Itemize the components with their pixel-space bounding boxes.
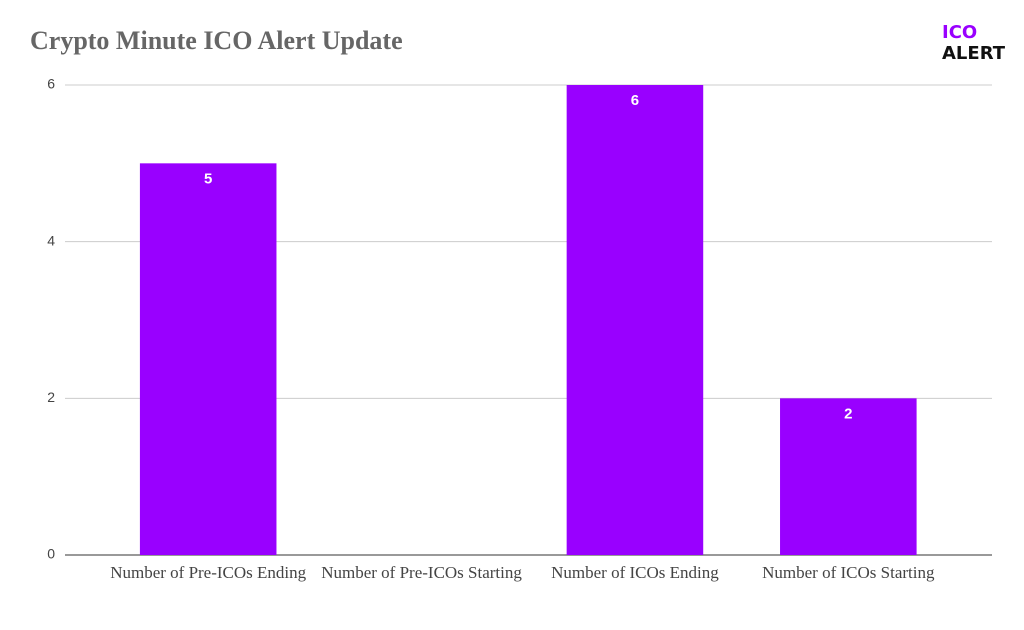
chart-title: Crypto Minute ICO Alert Update (30, 26, 403, 55)
logo-line2: ALERT (942, 43, 1006, 64)
y-tick-label: 6 (47, 76, 55, 92)
y-tick-label: 4 (47, 232, 55, 248)
data-label: 2 (844, 405, 852, 422)
bar (566, 85, 704, 555)
x-tick-label: Number of ICOs Starting (762, 563, 935, 582)
data-label: 5 (204, 170, 212, 187)
bar (780, 398, 917, 555)
logo-line1: ICO (942, 22, 977, 43)
data-label: 6 (631, 92, 639, 109)
bar (139, 163, 277, 556)
y-tick-label: 0 (47, 546, 55, 562)
x-tick-label: Number of Pre-ICOs Starting (321, 563, 522, 582)
y-tick-label: 2 (47, 389, 55, 405)
x-tick-label: Number of Pre-ICOs Ending (110, 563, 307, 582)
x-tick-label: Number of ICOs Ending (551, 563, 719, 582)
